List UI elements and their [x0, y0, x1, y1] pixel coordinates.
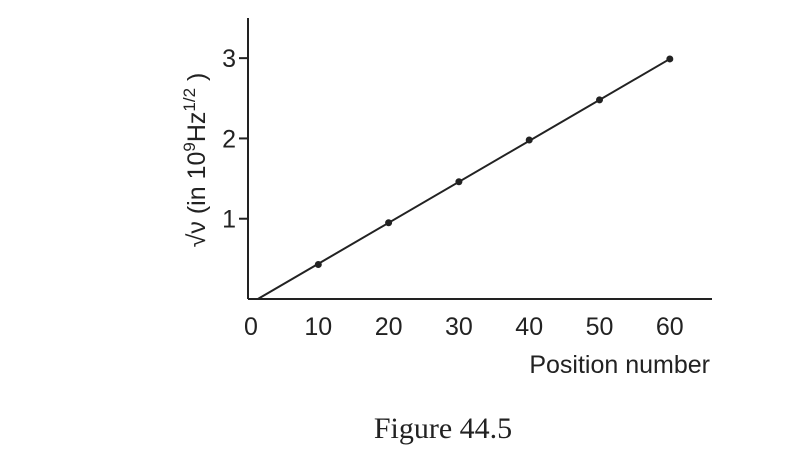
x-tick-label: 0 [244, 313, 258, 341]
x-axis-label: Position number [529, 351, 710, 379]
y-label-exp: 9 [180, 142, 199, 151]
y-tick-label: 3 [222, 45, 236, 73]
y-axis-label: √ν (in 109Hz1/2 ) [180, 73, 211, 248]
y-label-close: ) [183, 73, 211, 88]
point [525, 136, 533, 144]
point [385, 219, 393, 227]
x-tick-label: 30 [445, 313, 473, 341]
x-tick-label: 40 [515, 313, 543, 341]
x-tick-label: 50 [586, 313, 614, 341]
x-tick-label: 60 [656, 313, 684, 341]
point [455, 178, 463, 186]
point [314, 260, 322, 268]
y-label-root: √ν [183, 221, 211, 247]
y-label-exp: 1/2 [180, 88, 199, 112]
y-tick-label: 1 [222, 206, 236, 234]
y-tick-label: 2 [222, 125, 236, 153]
x-tick-label: 20 [375, 313, 403, 341]
point [596, 96, 604, 104]
y-label-unit: Hz [183, 112, 211, 143]
caption: Figure 44.5 [374, 412, 512, 445]
y-label-text: (in 10 [183, 152, 211, 221]
point [666, 55, 674, 63]
x-tick-label: 10 [304, 313, 332, 341]
